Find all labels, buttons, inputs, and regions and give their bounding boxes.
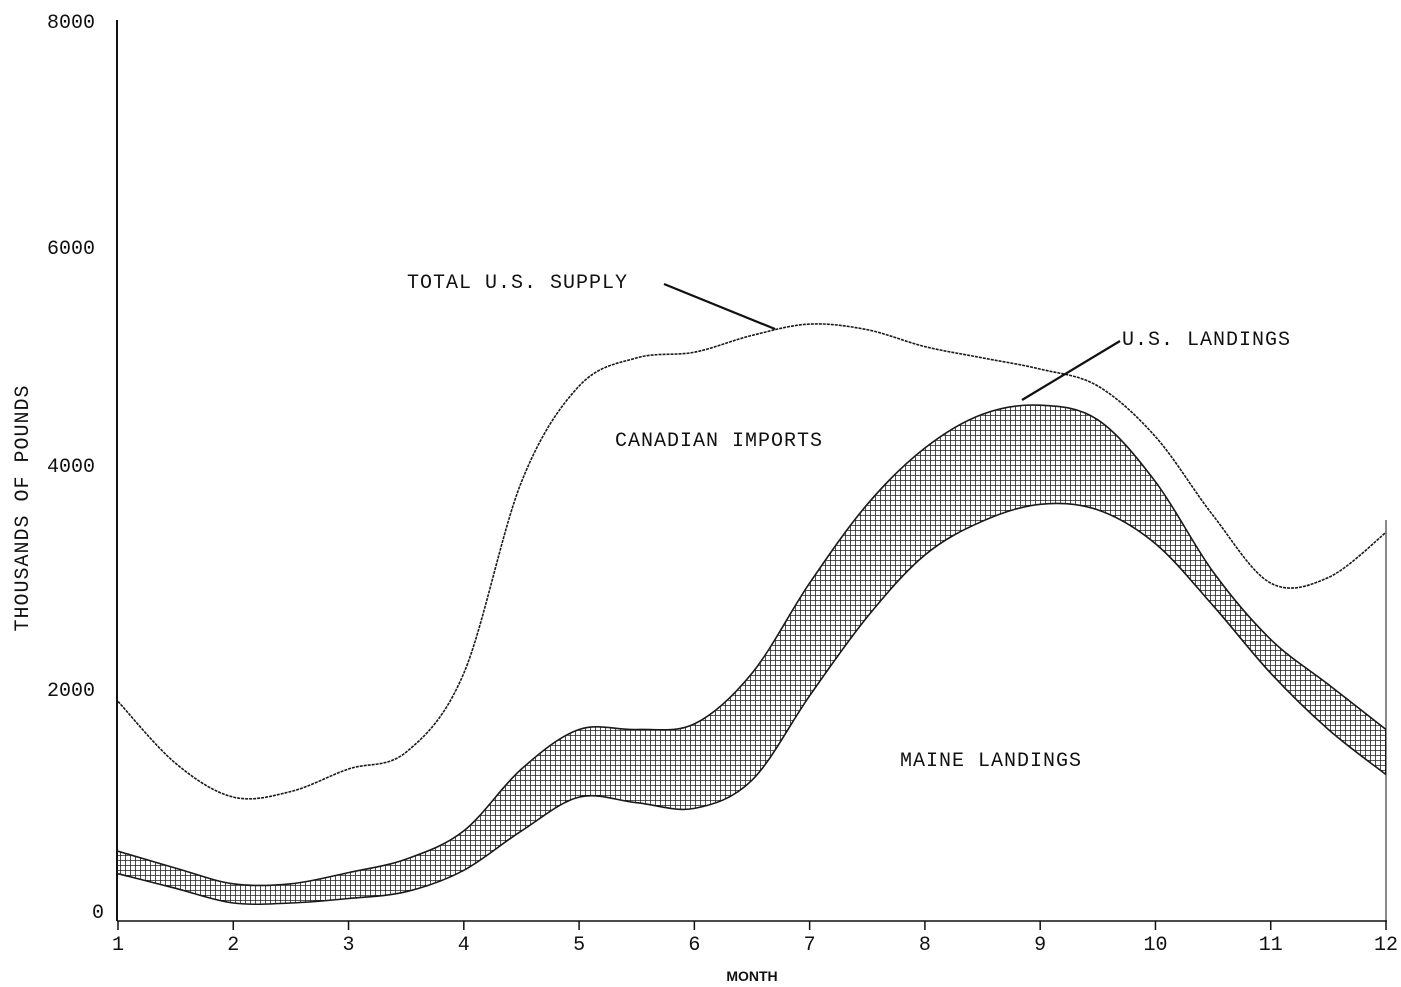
y-tick-label-8000: 8000 bbox=[47, 12, 95, 35]
y-tick-label-0: 0 bbox=[92, 902, 104, 925]
x-tick-label-3: 3 bbox=[343, 934, 355, 957]
x-tick-label-7: 7 bbox=[804, 934, 816, 957]
series-line-maine-landings bbox=[117, 502, 1387, 906]
y-tick-label-6000: 6000 bbox=[47, 238, 95, 261]
y-tick-group: 0 2000 4000 6000 8000 bbox=[47, 12, 104, 925]
x-tick-group: 1 2 3 4 5 6 7 8 9 10 11 12 bbox=[112, 921, 1398, 957]
annotation-canadian-imports: CANADIAN IMPORTS bbox=[615, 430, 823, 453]
x-tick-label-5: 5 bbox=[573, 934, 585, 957]
x-tick-label-11: 11 bbox=[1259, 934, 1283, 957]
series-line-total-us-supply bbox=[117, 323, 1387, 800]
annotation-maine-landings: MAINE LANDINGS bbox=[900, 750, 1082, 773]
x-tick-label-4: 4 bbox=[458, 934, 470, 957]
us-landings-band bbox=[118, 405, 1386, 905]
x-tick-label-9: 9 bbox=[1034, 934, 1046, 957]
annotation-total-us-supply: TOTAL U.S. SUPPLY bbox=[407, 272, 628, 295]
annotation-leader-total-us-supply bbox=[663, 282, 776, 331]
x-tick-label-1: 1 bbox=[112, 934, 124, 957]
y-tick-label-2000: 2000 bbox=[47, 680, 95, 703]
x-axis-title: MONTH bbox=[726, 968, 777, 984]
x-tick-label-8: 8 bbox=[919, 934, 931, 957]
x-tick-label-10: 10 bbox=[1143, 934, 1167, 957]
y-tick-label-4000: 4000 bbox=[47, 456, 95, 479]
annotation-us-landings: U.S. LANDINGS bbox=[1122, 329, 1291, 352]
x-tick-label-12: 12 bbox=[1374, 934, 1398, 957]
annotation-leader-us-landings bbox=[1021, 340, 1121, 401]
series-line-us-landings bbox=[117, 404, 1387, 887]
x-tick-label-6: 6 bbox=[688, 934, 700, 957]
y-axis-title: THOUSANDS OF POUNDS bbox=[12, 384, 35, 631]
x-tick-label-2: 2 bbox=[227, 934, 239, 957]
